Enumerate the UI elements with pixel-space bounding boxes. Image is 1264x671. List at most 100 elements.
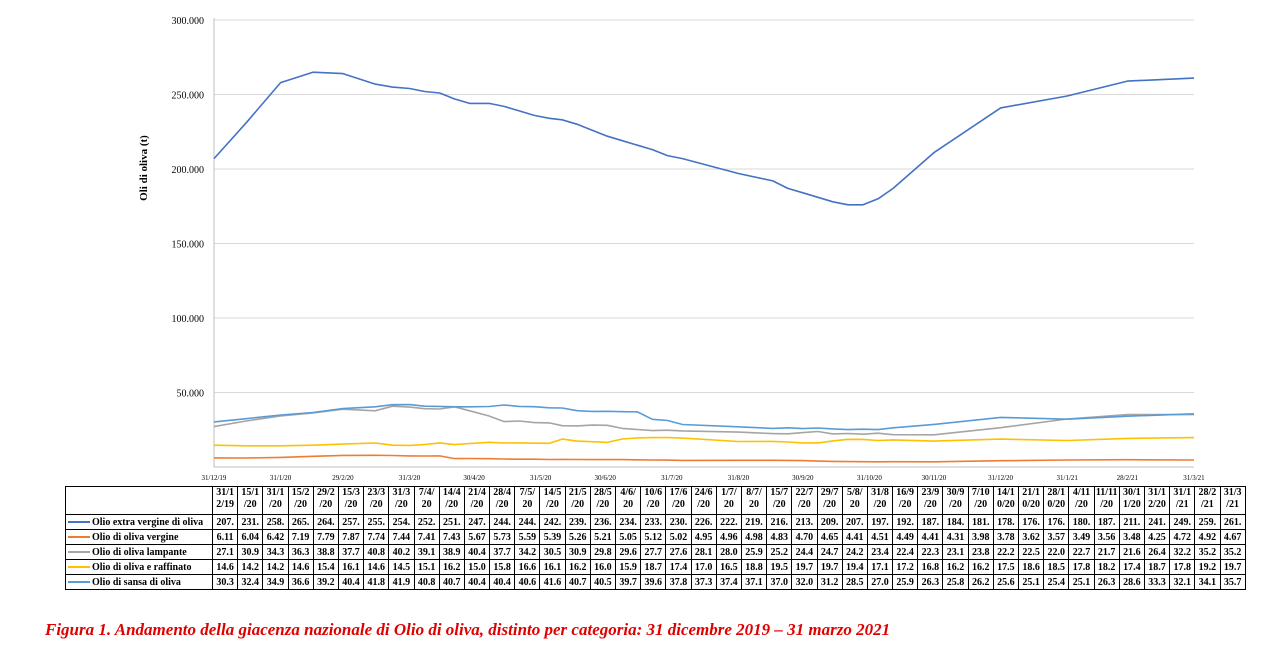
- legend-label: Olio extra vergine di oliva: [92, 516, 204, 528]
- table-cell: 5.05: [614, 529, 642, 545]
- table-cell: 259.: [1194, 514, 1221, 530]
- x-tick-label: 28/2/21: [1117, 474, 1139, 482]
- table-cell: 4.41: [917, 529, 944, 545]
- legend-entry: Olio di sansa di oliva: [65, 574, 213, 590]
- legend-swatch: [68, 536, 90, 539]
- table-cell: 34.2: [514, 544, 541, 560]
- table-cell: 40.8: [413, 574, 440, 590]
- table-cell: 40.4: [489, 574, 516, 590]
- table-cell: 5.59: [514, 529, 541, 545]
- table-cell: 265.: [287, 514, 314, 530]
- table-header-date: 31/1 2/19: [211, 486, 239, 515]
- table-cell: 22.3: [917, 544, 944, 560]
- table-cell: 14.2: [237, 559, 264, 575]
- table-cell: 3.49: [1068, 529, 1095, 545]
- table-row: Olio extra vergine di oliva 207. 231. 258. 2…: [65, 514, 1246, 530]
- table-cell: 27.7: [640, 544, 667, 560]
- table-cell: 230.: [665, 514, 692, 530]
- table-cell: 30.3: [211, 574, 239, 590]
- table-cell: 239.: [564, 514, 591, 530]
- table-cell: 3.56: [1093, 529, 1120, 545]
- legend-entry: Olio di oliva e raffinato: [65, 559, 213, 575]
- table-cell: 4.31: [942, 529, 969, 545]
- y-axis-label: Oli di oliva (t): [138, 135, 150, 201]
- series-lines: [213, 71, 1195, 463]
- table-row: Olio di oliva lampante 27.1 30.9 34.3 36.3 38…: [65, 544, 1246, 560]
- table-header-date: 31/1/21: [1169, 486, 1196, 515]
- y-tick-label: 250.000: [172, 91, 205, 102]
- table-header-date: 21/4/20: [463, 486, 491, 515]
- legend-swatch: [68, 566, 90, 569]
- table-cell: 4.98: [740, 529, 768, 545]
- table-cell: 18.5: [1043, 559, 1070, 575]
- table-header-date: 10/6/20: [640, 486, 667, 515]
- table-cell: 22.4: [892, 544, 919, 560]
- table-cell: 14.2: [262, 559, 289, 575]
- table-header-date: 29/2/20: [312, 486, 339, 515]
- table-header-date: 30/9/20: [942, 486, 969, 515]
- table-cell: 37.7: [489, 544, 516, 560]
- table-cell: 39.1: [413, 544, 440, 560]
- table-cell: 16.2: [564, 559, 591, 575]
- table-cell: 37.7: [337, 544, 365, 560]
- table-cell: 33.3: [1143, 574, 1171, 590]
- series-line-5: [213, 403, 1195, 431]
- table-cell: 187.: [1093, 514, 1120, 530]
- table-cell: 36.6: [287, 574, 314, 590]
- x-tick-label: 30/6/20: [594, 474, 616, 482]
- table-cell: 40.6: [514, 574, 541, 590]
- table-header-date: 14/1 0/20: [992, 486, 1020, 515]
- table-cell: 25.2: [766, 544, 793, 560]
- table-cell: 19.2: [1194, 559, 1221, 575]
- table-cell: 41.8: [363, 574, 390, 590]
- table-cell: 244.: [489, 514, 516, 530]
- table-cell: 16.1: [539, 559, 566, 575]
- table-cell: 181.: [967, 514, 994, 530]
- y-tick-label: 100.000: [172, 314, 205, 325]
- table-header-date: 28/2/21: [1194, 486, 1221, 515]
- x-tick-label: 31/3/20: [399, 474, 421, 482]
- table-cell: 40.7: [438, 574, 465, 590]
- y-tick-label: 50.000: [177, 389, 205, 400]
- table-cell: 15.1: [413, 559, 440, 575]
- table-cell: 18.2: [1093, 559, 1120, 575]
- table-cell: 211.: [1118, 514, 1145, 530]
- table-cell: 258.: [262, 514, 289, 530]
- table-cell: 176.: [1043, 514, 1070, 530]
- table-header-date: 23/3/20: [363, 486, 390, 515]
- legend-entry: Olio di oliva vergine: [65, 529, 213, 545]
- series-line-2: [213, 454, 1195, 463]
- table-header-date: 28/4/20: [489, 486, 516, 515]
- table-cell: 25.9: [892, 574, 919, 590]
- table-cell: 22.2: [992, 544, 1020, 560]
- table-cell: 264.: [312, 514, 339, 530]
- table-cell: 251.: [438, 514, 465, 530]
- table-cell: 40.5: [589, 574, 617, 590]
- table-cell: 17.8: [1169, 559, 1196, 575]
- legend-swatch: [68, 551, 90, 554]
- y-tick-label: 150.000: [172, 240, 205, 251]
- table-cell: 4.41: [841, 529, 868, 545]
- table-cell: 41.9: [388, 574, 415, 590]
- table-cell: 32.0: [791, 574, 818, 590]
- table-cell: 41.6: [539, 574, 566, 590]
- table-cell: 29.6: [614, 544, 642, 560]
- table-header-date: 11/11/20: [1093, 486, 1120, 515]
- table-cell: 19.7: [791, 559, 818, 575]
- table-cell: 3.48: [1118, 529, 1145, 545]
- table-header-date: 16/9/20: [892, 486, 919, 515]
- table-header-date: 17/6/20: [665, 486, 692, 515]
- table-header-date: 14/5/20: [539, 486, 566, 515]
- table-cell: 213.: [791, 514, 818, 530]
- table-cell: 219.: [740, 514, 768, 530]
- table-cell: 23.8: [967, 544, 994, 560]
- table-cell: 180.: [1068, 514, 1095, 530]
- table-cell: 16.5: [715, 559, 742, 575]
- table-cell: 37.4: [715, 574, 742, 590]
- table-cell: 35.2: [1194, 544, 1221, 560]
- table-header-date: 31/3/20: [388, 486, 415, 515]
- table-cell: 27.6: [665, 544, 692, 560]
- table-header-date: 31/8/20: [866, 486, 894, 515]
- table-header-date: 7/4/20: [413, 486, 440, 515]
- table-cell: 37.8: [665, 574, 692, 590]
